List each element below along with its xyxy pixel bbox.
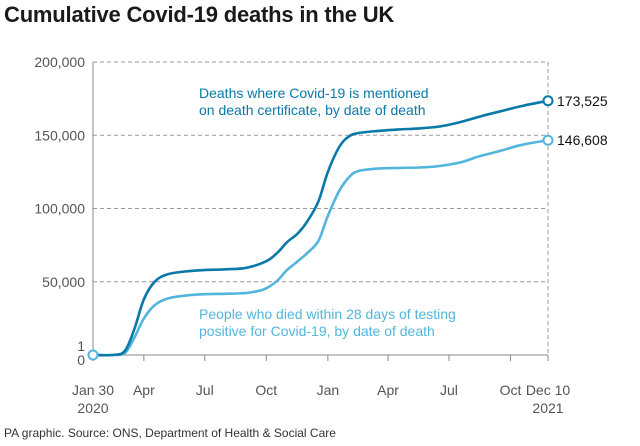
y-tick-label: 200,000 bbox=[34, 54, 85, 70]
x-tick-label-year: 2020 bbox=[77, 400, 108, 416]
source-footer: PA graphic. Source: ONS, Department of H… bbox=[4, 426, 336, 440]
y-axis-labels: 200,000 150,000 100,000 50,000 10 bbox=[34, 54, 85, 368]
x-tick-label: Oct bbox=[255, 382, 277, 398]
end-markers: 173,525 146,608 bbox=[87, 93, 608, 361]
x-tick-label: Apr bbox=[377, 382, 399, 398]
start-marker bbox=[87, 349, 99, 361]
annotation-28-days: People who died within 28 days of testin… bbox=[199, 306, 456, 322]
chart-title: Cumulative Covid-19 deaths in the UK bbox=[4, 2, 395, 27]
x-tick-label-year: 2021 bbox=[532, 400, 563, 416]
x-tick-label: Jan 30 bbox=[72, 382, 114, 398]
x-tick-label: Jan bbox=[317, 382, 340, 398]
y-tick-label: 100,000 bbox=[34, 201, 85, 217]
end-marker-death-certificate bbox=[542, 95, 554, 107]
series-lines bbox=[91, 99, 550, 357]
y-tick-label: 1 bbox=[77, 338, 85, 354]
x-tick-label: Oct bbox=[500, 382, 522, 398]
annotation-death-certificate: on death certificate, by date of death bbox=[199, 102, 426, 118]
grid-lines bbox=[93, 61, 548, 283]
end-marker-28-days bbox=[542, 134, 554, 146]
x-tick-label: Jul bbox=[196, 382, 214, 398]
series-line-death-certificate bbox=[91, 99, 550, 357]
y-tick-label: 150,000 bbox=[34, 127, 85, 143]
annotation-28-days: positive for Covid-19, by date of death bbox=[199, 323, 435, 339]
series-line-28-days bbox=[91, 138, 550, 357]
end-label-28-days: 146,608 bbox=[557, 132, 608, 148]
x-tick-label: Jul bbox=[440, 382, 458, 398]
y-tick-label: 50,000 bbox=[42, 274, 85, 290]
x-tick-label: Dec 10 bbox=[526, 382, 571, 398]
y-tick-label: 0 bbox=[77, 352, 85, 368]
axes bbox=[92, 62, 549, 361]
x-tick-label: Apr bbox=[133, 382, 155, 398]
annotation-death-certificate: Deaths where Covid-19 is mentioned bbox=[199, 85, 429, 101]
end-label-death-certificate: 173,525 bbox=[557, 93, 608, 109]
